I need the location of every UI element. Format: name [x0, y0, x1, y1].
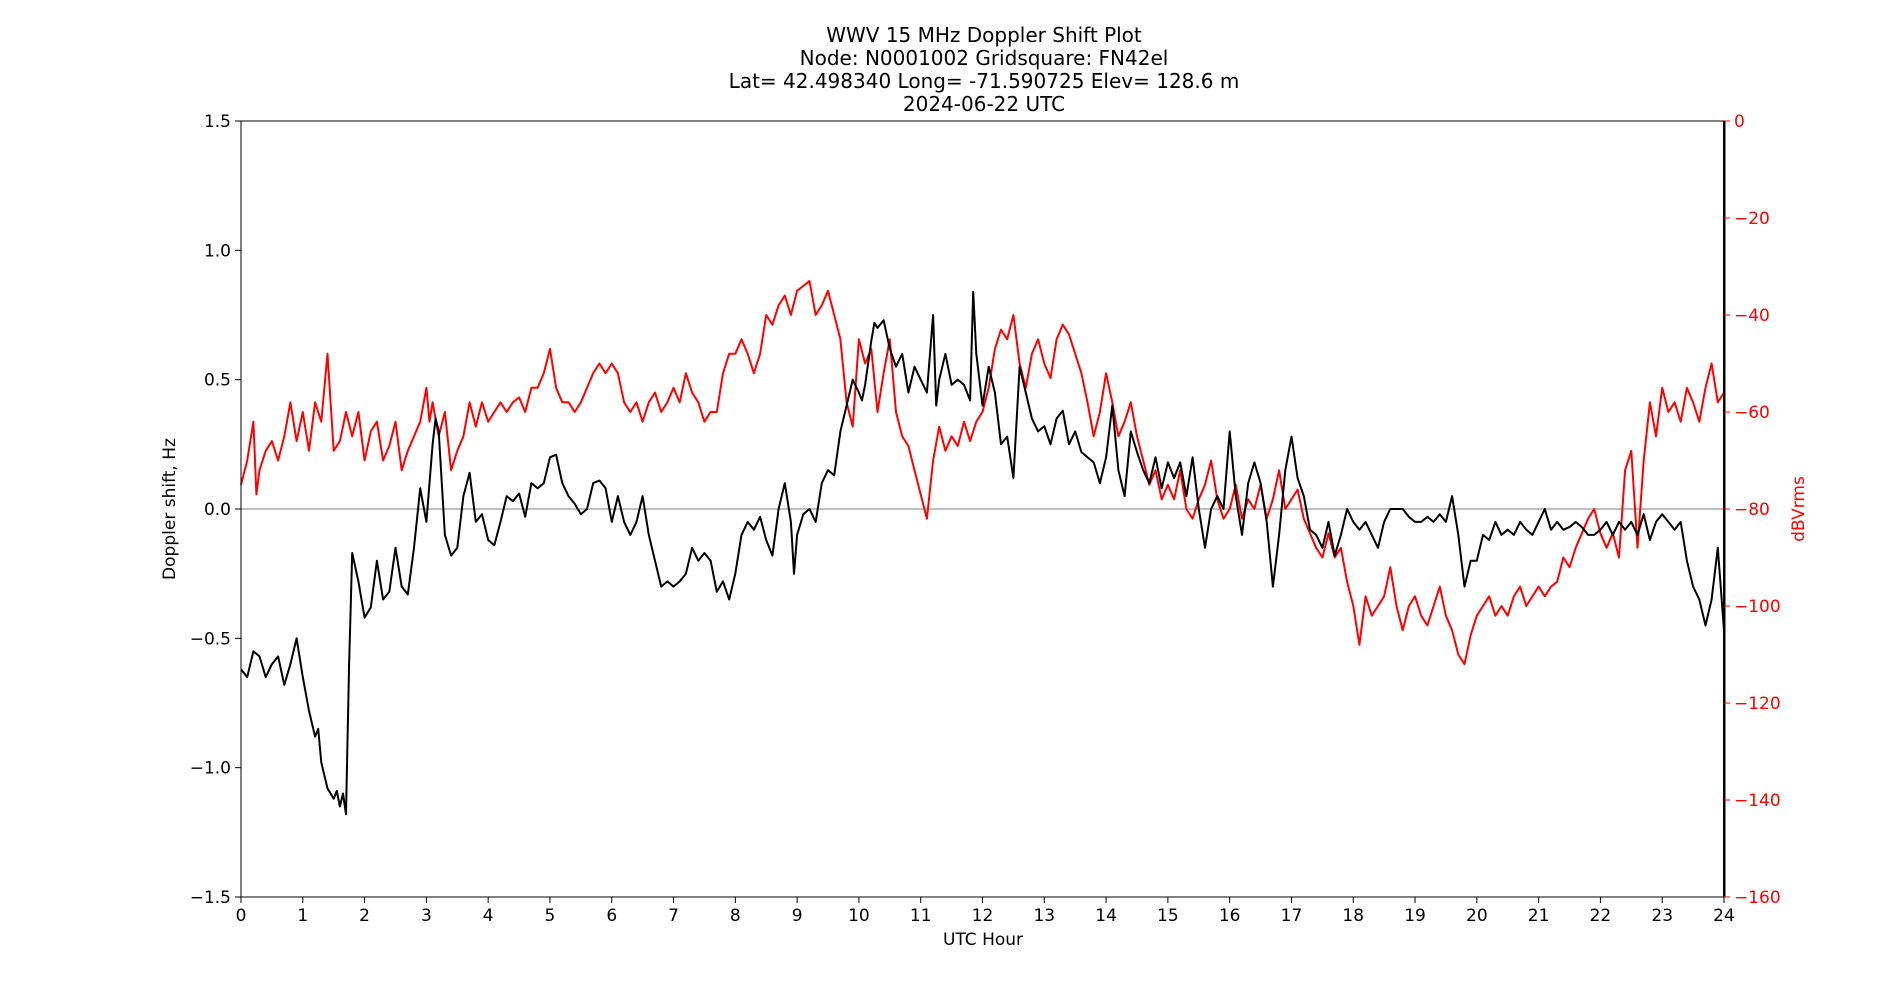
x-tick-label: 21 — [1528, 906, 1550, 926]
x-tick-label: 7 — [668, 906, 679, 926]
y-tick-label: −0.5 — [190, 629, 231, 649]
y2-tick-label: 0 — [1734, 112, 1745, 132]
doppler-series-line — [240, 290, 1725, 816]
power-series-line — [240, 280, 1725, 666]
x-tick-label: 9 — [792, 906, 803, 926]
y-axis-label: Doppler shift, Hz — [160, 438, 180, 580]
x-tick-label: 19 — [1404, 906, 1426, 926]
x-tick-label: 24 — [1713, 906, 1735, 926]
y-tick-label: 0.0 — [204, 500, 231, 520]
x-tick-label: 15 — [1157, 906, 1179, 926]
x-tick-label: 12 — [972, 906, 994, 926]
y-tick-label: 1.5 — [204, 112, 231, 132]
x-tick-label: 17 — [1281, 906, 1303, 926]
y2-axis-label: dBVrms — [1789, 476, 1809, 542]
x-tick-label: 23 — [1651, 906, 1673, 926]
y-tick-label: 1.0 — [204, 241, 231, 261]
title-line-2: Node: N0001002 Gridsquare: FN42el — [800, 46, 1169, 70]
y2-tick-label: −140 — [1734, 791, 1781, 811]
y2-tick-label: −120 — [1734, 694, 1781, 714]
y2-tick-label: −80 — [1734, 500, 1770, 520]
y-axis-right: 0 −20 −40 −60 −80 −100 −120 −140 −160 — [1724, 112, 1781, 908]
series-layer — [240, 280, 1725, 816]
y2-tick-label: −160 — [1734, 888, 1781, 908]
x-tick-label: 0 — [236, 906, 247, 926]
y-axis-left: 1.5 1.0 0.5 0.0 −0.5 −1.0 −1.5 — [190, 112, 241, 908]
y-tick-label: −1.5 — [190, 888, 231, 908]
x-tick-label: 8 — [730, 906, 741, 926]
y-tick-label: −1.0 — [190, 759, 231, 779]
x-tick-label: 6 — [606, 906, 617, 926]
x-tick-label: 4 — [483, 906, 494, 926]
x-tick-label: 20 — [1466, 906, 1488, 926]
y-tick-label: 0.5 — [204, 371, 231, 391]
x-tick-label: 14 — [1095, 906, 1117, 926]
x-tick-label: 16 — [1219, 906, 1241, 926]
y2-tick-label: −20 — [1734, 209, 1770, 229]
x-tick-label: 1 — [297, 906, 308, 926]
chart-title: WWV 15 MHz Doppler Shift Plot Node: N000… — [729, 23, 1240, 116]
x-tick-label: 13 — [1033, 906, 1055, 926]
x-tick-label: 2 — [359, 906, 370, 926]
x-tick-label: 5 — [545, 906, 556, 926]
x-axis-label: UTC Hour — [943, 930, 1023, 950]
title-line-4: 2024-06-22 UTC — [903, 92, 1065, 116]
title-line-1: WWV 15 MHz Doppler Shift Plot — [826, 23, 1142, 47]
x-tick-label: 18 — [1342, 906, 1364, 926]
y2-tick-label: −40 — [1734, 306, 1770, 326]
y2-tick-label: −100 — [1734, 597, 1781, 617]
x-tick-label: 11 — [910, 906, 932, 926]
y2-tick-label: −60 — [1734, 403, 1770, 423]
x-axis: 0 1 2 3 4 5 6 7 8 9 10 11 12 13 14 15 16 17 18 19 20 21 22 23 24 — [236, 897, 1735, 926]
x-tick-label: 10 — [848, 906, 870, 926]
x-tick-label: 3 — [421, 906, 432, 926]
x-tick-label: 22 — [1590, 906, 1612, 926]
title-line-3: Lat= 42.498340 Long= -71.590725 Elev= 12… — [729, 69, 1240, 93]
